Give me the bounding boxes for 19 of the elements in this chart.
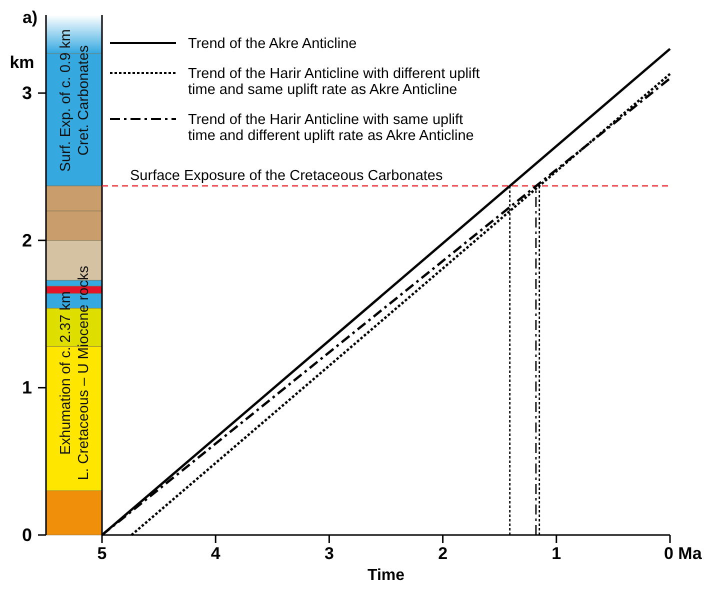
- x-tick-label: 2: [438, 544, 448, 563]
- x-tick-label: 1: [552, 544, 562, 563]
- x-tick-label: 0 Ma: [664, 544, 702, 563]
- x-axis-title: Time: [367, 567, 405, 584]
- legend-label: Trend of the Harir Anticline with different uplift time and same uplift rate as Akre Anticline: [188, 66, 480, 98]
- text: Surf. Exp. of c. 0.9 km Cret. Carbonates: [58, 29, 92, 172]
- legend-label: Trend of the Harir Anticline with same uplift time and different uplift rate as Akre Anticline: [188, 112, 474, 144]
- ref-line-label: Surface Exposure of the Cretaceous Carbonates: [130, 168, 443, 184]
- x-tick-label: 4: [210, 544, 221, 563]
- y-tick-label: 0: [22, 525, 32, 545]
- legend-label: Trend of the Akre Anticline: [188, 36, 357, 52]
- y-tick-label: 1: [22, 378, 32, 398]
- y-tick-label: 3: [22, 83, 32, 104]
- text: Exhumation of c. 2.37 km L. Cretaceous – U Miocene rocks: [58, 266, 92, 480]
- y-axis-title: km: [10, 53, 34, 72]
- chart-title: a): [22, 8, 38, 27]
- x-tick-label: 5: [97, 544, 107, 563]
- x-tick-label: 3: [324, 544, 334, 563]
- y-tick-label: 2: [22, 230, 32, 250]
